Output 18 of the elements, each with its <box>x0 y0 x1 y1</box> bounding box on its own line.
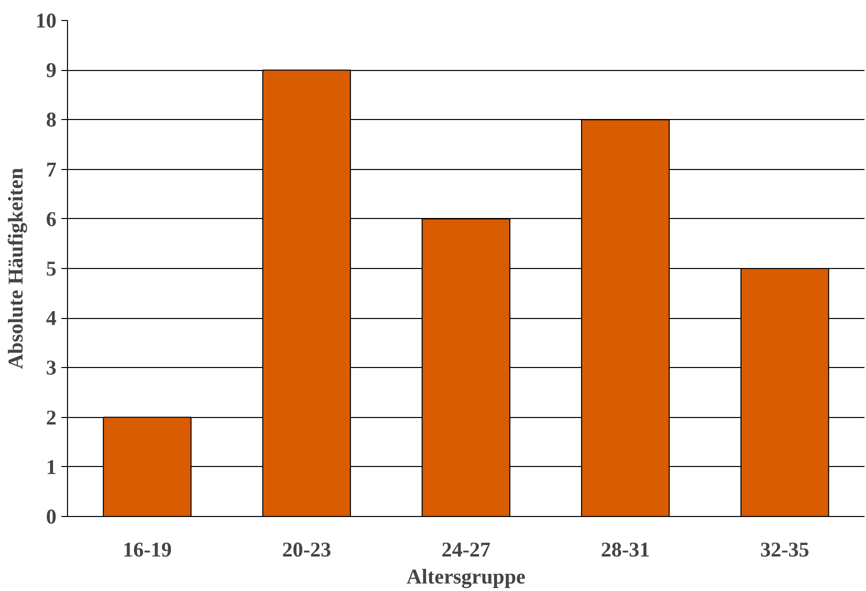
y-tick-label: 2 <box>46 405 56 430</box>
y-tick-label: 7 <box>46 157 56 182</box>
x-axis-title: Altersgruppe <box>406 564 526 588</box>
y-tick-label: 0 <box>46 504 56 528</box>
x-tick-label: 16-19 <box>122 538 172 562</box>
y-tick-label: 10 <box>36 8 56 32</box>
y-axis-title: Absolute Häufigkeiten <box>4 168 28 370</box>
y-tick-label: 5 <box>46 256 56 280</box>
x-tick-label: 24-27 <box>442 538 491 562</box>
y-tick-label: 9 <box>46 58 56 82</box>
x-tick-label: 32-35 <box>760 538 810 562</box>
y-tick-label: 8 <box>46 108 56 132</box>
y-tick-label: 6 <box>46 206 56 231</box>
y-tick-label: 4 <box>46 306 57 330</box>
y-tick-label: 1 <box>46 454 56 479</box>
x-tick-label: 28-31 <box>600 538 650 562</box>
x-tick-label: 20-23 <box>282 538 332 562</box>
y-tick-label: 3 <box>46 356 56 380</box>
